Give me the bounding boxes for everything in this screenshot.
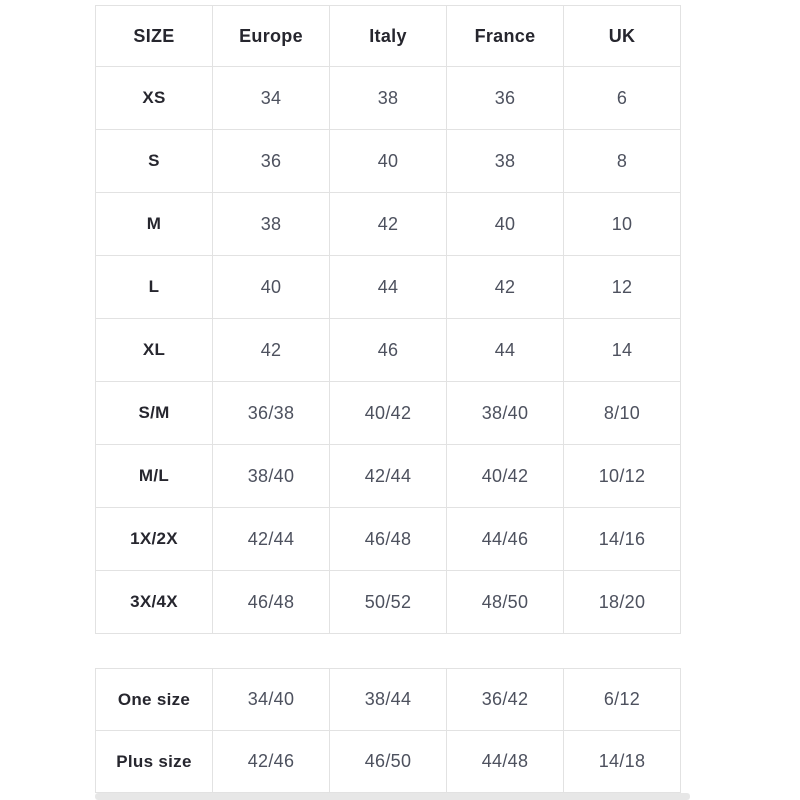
- value-cell: 46/48: [212, 570, 330, 634]
- value-cell: 46/50: [329, 730, 447, 793]
- value-cell: 44: [446, 318, 564, 382]
- header-cell-france: France: [446, 5, 564, 67]
- table-row: S 36 40 38 8: [95, 129, 681, 193]
- value-cell: 10: [563, 192, 681, 256]
- value-cell: 48/50: [446, 570, 564, 634]
- table-row: S/M 36/38 40/42 38/40 8/10: [95, 381, 681, 445]
- table-header-row: SIZE Europe Italy France UK: [95, 5, 681, 67]
- size-label-cell: S/M: [95, 381, 213, 445]
- value-cell: 44/48: [446, 730, 564, 793]
- header-cell-italy: Italy: [329, 5, 447, 67]
- special-sizes-table-body: One size 34/40 38/44 36/42 6/12 Plus size 42/4…: [95, 668, 681, 793]
- size-conversion-table: SIZE Europe Italy France UK XS 34 38 36 6 S 36…: [95, 5, 681, 634]
- value-cell: 38/44: [329, 668, 447, 731]
- table-row: 1X/2X 42/44 46/48 44/46 14/16: [95, 507, 681, 571]
- value-cell: 38: [329, 66, 447, 130]
- horizontal-scrollbar[interactable]: [95, 793, 690, 800]
- value-cell: 42/44: [212, 507, 330, 571]
- value-cell: 38: [446, 129, 564, 193]
- value-cell: 6: [563, 66, 681, 130]
- header-cell-size: SIZE: [95, 5, 213, 67]
- value-cell: 42/44: [329, 444, 447, 508]
- value-cell: 10/12: [563, 444, 681, 508]
- value-cell: 40: [329, 129, 447, 193]
- value-cell: 34: [212, 66, 330, 130]
- value-cell: 44: [329, 255, 447, 319]
- value-cell: 36: [446, 66, 564, 130]
- value-cell: 46/48: [329, 507, 447, 571]
- value-cell: 6/12: [563, 668, 681, 731]
- table-row: Plus size 42/46 46/50 44/48 14/18: [95, 730, 681, 793]
- size-label-cell: XL: [95, 318, 213, 382]
- table-row: One size 34/40 38/44 36/42 6/12: [95, 668, 681, 731]
- header-cell-uk: UK: [563, 5, 681, 67]
- special-sizes-table: One size 34/40 38/44 36/42 6/12 Plus size 42/4…: [95, 668, 681, 793]
- value-cell: 46: [329, 318, 447, 382]
- value-cell: 36: [212, 129, 330, 193]
- value-cell: 50/52: [329, 570, 447, 634]
- value-cell: 14/16: [563, 507, 681, 571]
- size-label-cell: Plus size: [95, 730, 213, 793]
- value-cell: 18/20: [563, 570, 681, 634]
- value-cell: 14/18: [563, 730, 681, 793]
- size-label-cell: M: [95, 192, 213, 256]
- value-cell: 34/40: [212, 668, 330, 731]
- value-cell: 14: [563, 318, 681, 382]
- size-label-cell: One size: [95, 668, 213, 731]
- size-label-cell: XS: [95, 66, 213, 130]
- value-cell: 40: [212, 255, 330, 319]
- size-label-cell: 1X/2X: [95, 507, 213, 571]
- value-cell: 12: [563, 255, 681, 319]
- size-label-cell: S: [95, 129, 213, 193]
- value-cell: 8: [563, 129, 681, 193]
- table-row: M/L 38/40 42/44 40/42 10/12: [95, 444, 681, 508]
- size-label-cell: 3X/4X: [95, 570, 213, 634]
- size-label-cell: M/L: [95, 444, 213, 508]
- table-row: XS 34 38 36 6: [95, 66, 681, 130]
- table-row: L 40 44 42 12: [95, 255, 681, 319]
- value-cell: 38: [212, 192, 330, 256]
- value-cell: 36/38: [212, 381, 330, 445]
- header-cell-europe: Europe: [212, 5, 330, 67]
- size-conversion-table-body: XS 34 38 36 6 S 36 40 38 8 M 38 42 40 10 L 40 44 42 12 XL 42 4…: [95, 66, 681, 634]
- value-cell: 36/42: [446, 668, 564, 731]
- value-cell: 40/42: [329, 381, 447, 445]
- value-cell: 42: [446, 255, 564, 319]
- value-cell: 42/46: [212, 730, 330, 793]
- value-cell: 38/40: [212, 444, 330, 508]
- table-row: 3X/4X 46/48 50/52 48/50 18/20: [95, 570, 681, 634]
- size-label-cell: L: [95, 255, 213, 319]
- value-cell: 8/10: [563, 381, 681, 445]
- table-row: M 38 42 40 10: [95, 192, 681, 256]
- value-cell: 44/46: [446, 507, 564, 571]
- table-row: XL 42 46 44 14: [95, 318, 681, 382]
- value-cell: 40: [446, 192, 564, 256]
- value-cell: 42: [329, 192, 447, 256]
- value-cell: 38/40: [446, 381, 564, 445]
- value-cell: 40/42: [446, 444, 564, 508]
- value-cell: 42: [212, 318, 330, 382]
